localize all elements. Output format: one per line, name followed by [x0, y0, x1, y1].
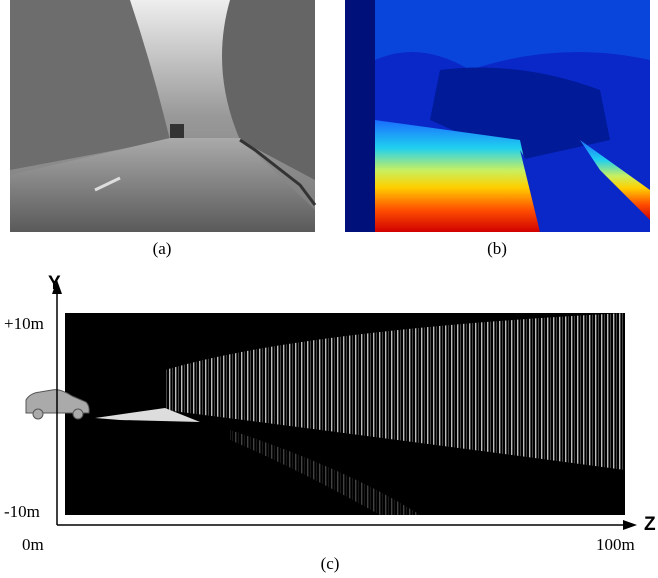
figure: (a) (b) Y Z +10m -10m 0m 100m (c): [0, 0, 658, 578]
z-max-label: 100m: [596, 535, 635, 554]
z-min-label: 0m: [22, 535, 44, 554]
caption-b: (b): [487, 239, 507, 258]
y-max-label: +10m: [4, 314, 44, 333]
y-min-label: -10m: [4, 502, 40, 521]
disparity-map: [345, 0, 650, 232]
caption-a: (a): [153, 239, 172, 258]
page: {"panels": {"a": {"caption": "(a)"}, "b"…: [0, 0, 658, 578]
caption-c: (c): [321, 554, 340, 573]
point-cloud: [65, 313, 625, 515]
y-axis-label: Y: [48, 273, 61, 294]
z-axis-label: Z: [644, 514, 656, 535]
road-photo: [10, 0, 315, 232]
